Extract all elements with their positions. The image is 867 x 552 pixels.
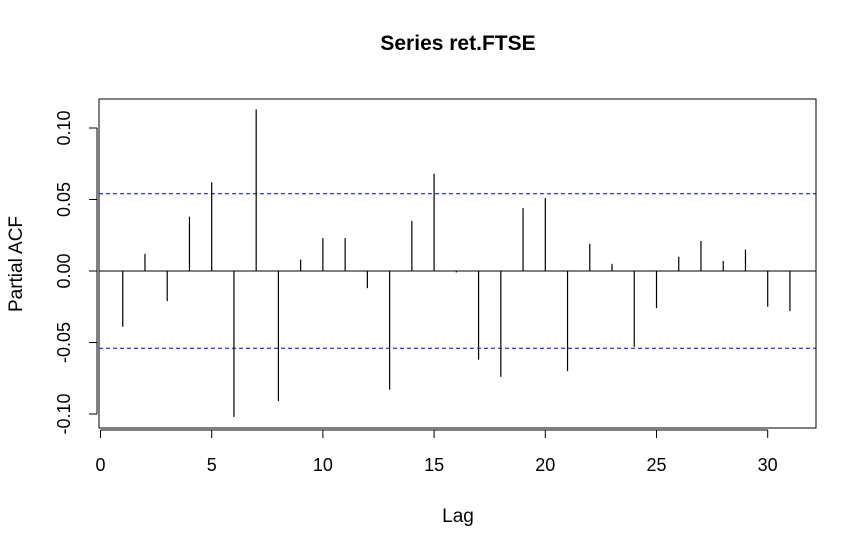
y-axis: -0.10 -0.05 0.00 0.05 0.10 xyxy=(54,110,98,435)
x-axis: 0 5 10 15 20 25 30 xyxy=(95,429,778,475)
x-tick-label: 0 xyxy=(95,455,105,475)
x-tick-label: 30 xyxy=(758,455,778,475)
pacf-bars xyxy=(122,109,791,417)
y-tick-label: 0.10 xyxy=(54,110,74,145)
y-tick-label: 0.05 xyxy=(54,182,74,217)
plot-frame xyxy=(98,98,817,429)
y-tick-label: 0.00 xyxy=(54,253,74,288)
chart-title: Series ret.FTSE xyxy=(380,32,535,55)
y-tick-label: -0.05 xyxy=(54,322,74,363)
x-tick-label: 5 xyxy=(207,455,217,475)
confidence-bounds xyxy=(99,193,816,349)
y-tick-label: -0.10 xyxy=(54,393,74,434)
x-tick-label: 20 xyxy=(535,455,555,475)
x-tick-label: 10 xyxy=(313,455,333,475)
x-tick-label: 25 xyxy=(646,455,666,475)
y-axis-label: Partial ACF xyxy=(6,216,27,312)
x-axis-label: Lag xyxy=(442,506,474,527)
x-tick-label: 15 xyxy=(424,455,444,475)
